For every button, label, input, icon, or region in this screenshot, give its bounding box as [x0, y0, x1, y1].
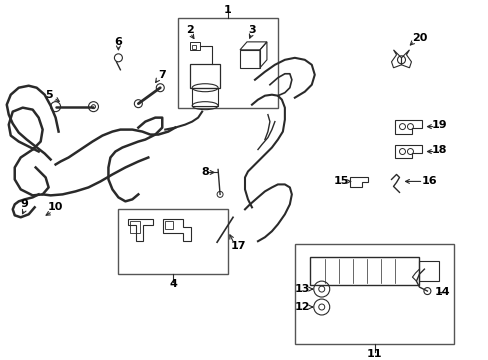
- Bar: [118, 209, 227, 274]
- Bar: [294, 244, 453, 344]
- Text: 9: 9: [20, 199, 29, 210]
- Text: 19: 19: [431, 120, 446, 130]
- Bar: [190, 42, 200, 50]
- Bar: [130, 221, 140, 233]
- Text: 6: 6: [114, 37, 122, 47]
- Text: 7: 7: [158, 70, 166, 80]
- Text: 17: 17: [230, 241, 245, 251]
- Text: 14: 14: [434, 287, 449, 297]
- Bar: [178, 18, 277, 108]
- Text: 1: 1: [224, 5, 231, 15]
- Bar: [419, 261, 439, 281]
- Text: 3: 3: [247, 25, 255, 35]
- Text: 13: 13: [295, 284, 310, 294]
- Text: 11: 11: [366, 349, 382, 359]
- Bar: [192, 45, 196, 49]
- Text: 16: 16: [421, 176, 436, 186]
- Text: 20: 20: [411, 33, 426, 43]
- Text: 15: 15: [333, 176, 348, 186]
- Text: 12: 12: [294, 302, 310, 312]
- Text: 4: 4: [169, 279, 177, 289]
- Text: 8: 8: [201, 167, 208, 177]
- Text: 10: 10: [48, 202, 63, 212]
- Text: 18: 18: [431, 144, 446, 154]
- Bar: [309, 257, 419, 285]
- Bar: [165, 221, 173, 229]
- Bar: [240, 50, 260, 68]
- Text: 2: 2: [186, 25, 194, 35]
- Text: 5: 5: [45, 90, 52, 100]
- Bar: [190, 64, 220, 88]
- Bar: [192, 88, 218, 106]
